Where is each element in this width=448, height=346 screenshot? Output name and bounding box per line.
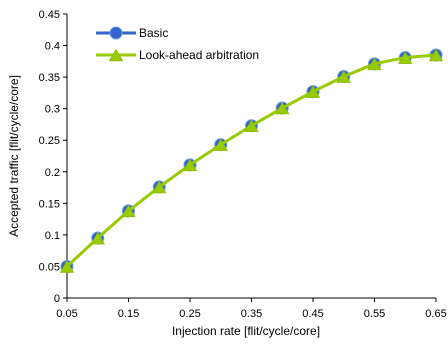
data-point — [305, 85, 321, 98]
x-tick-label: 0.15 — [118, 308, 139, 320]
legend-marker — [108, 48, 124, 62]
data-point — [244, 119, 259, 132]
legend-label: Look-ahead arbitration — [139, 48, 259, 62]
y-tick-label: 0.35 — [39, 72, 60, 84]
data-point — [90, 231, 105, 245]
x-tick-label: 0.35 — [241, 308, 262, 320]
data-point — [213, 138, 228, 151]
x-tick-label: 0.55 — [364, 308, 385, 320]
y-tick-label: 0.15 — [39, 198, 60, 210]
data-point — [428, 48, 444, 62]
x-axis-ticks: 0.05 0.15 0.25 0.35 0.45 0.55 0.65 — [56, 298, 447, 320]
data-point — [121, 204, 136, 218]
data-point — [275, 101, 290, 115]
x-tick-label: 0.65 — [425, 308, 446, 320]
x-tick-label: 0.05 — [56, 308, 77, 320]
data-point — [367, 57, 382, 71]
data-point — [336, 70, 351, 83]
legend-marker — [109, 26, 123, 40]
x-tick-label: 0.25 — [179, 308, 200, 320]
series-look-ahead-arbitration — [59, 48, 444, 273]
data-point — [398, 51, 413, 64]
y-tick-label: 0.3 — [45, 104, 60, 116]
legend: Basic Look-ahead arbitration — [96, 26, 259, 62]
series-layer — [59, 48, 444, 273]
data-point — [152, 180, 167, 194]
y-tick-label: 0.05 — [39, 261, 60, 273]
y-tick-label: 0.4 — [45, 41, 60, 53]
y-tick-label: 0.1 — [45, 230, 60, 242]
y-tick-label: 0.2 — [45, 167, 60, 179]
y-tick-label: 0 — [54, 293, 60, 305]
legend-item: Look-ahead arbitration — [96, 48, 259, 62]
x-axis-label: Injection rate [flit/cycle/core] — [172, 324, 320, 338]
data-point — [59, 260, 75, 273]
x-tick-label: 0.45 — [302, 308, 323, 320]
y-tick-label: 0.45 — [39, 9, 60, 21]
y-axis-label: Accepted traffic [flit/cycle/core] — [7, 75, 21, 237]
legend-item: Basic — [96, 26, 168, 40]
y-axis-ticks: 0 0.05 0.1 0.15 0.2 0.25 0.3 0.35 0.4 0.45 — [39, 9, 67, 305]
series-line — [65, 53, 437, 268]
series-line — [66, 53, 437, 268]
series-basic — [60, 48, 443, 273]
y-tick-label: 0.25 — [39, 135, 60, 147]
legend-label: Basic — [139, 26, 168, 40]
data-point — [182, 158, 198, 172]
